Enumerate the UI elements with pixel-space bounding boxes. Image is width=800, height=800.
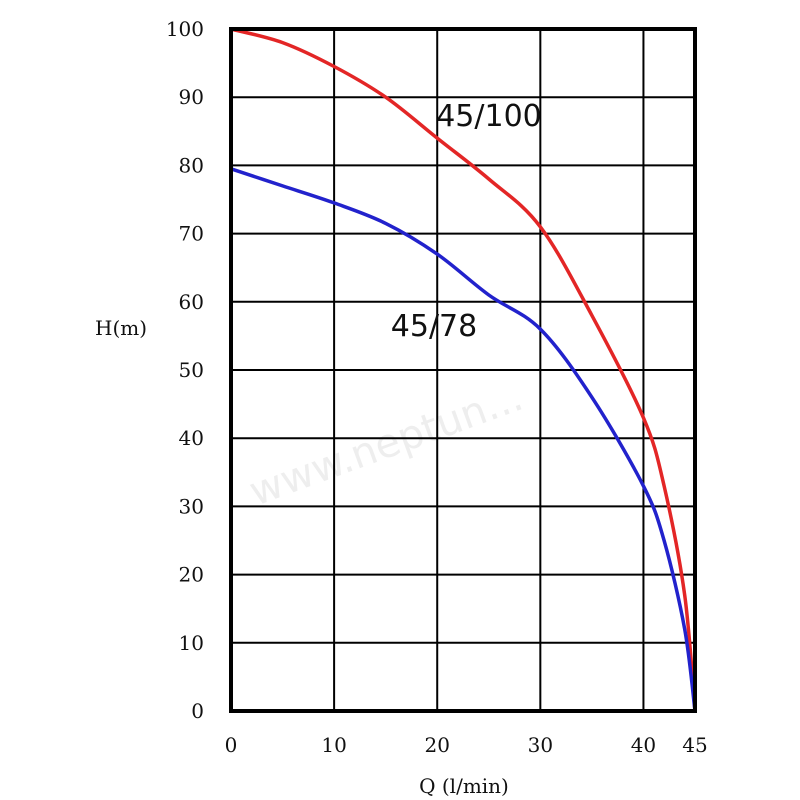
y-tick-label: 40 — [179, 426, 204, 450]
x-tick-label: 30 — [528, 733, 553, 757]
y-tick-label: 70 — [179, 222, 204, 246]
series-label-0: 45/100 — [436, 99, 542, 134]
x-tick-label: 10 — [321, 733, 346, 757]
y-tick-label: 60 — [179, 290, 204, 314]
y-tick-label: 50 — [179, 358, 204, 382]
y-tick-label: 90 — [179, 85, 204, 109]
x-tick-label: 40 — [631, 733, 656, 757]
series-line-0 — [229, 27, 697, 713]
y-tick-label: 20 — [179, 563, 204, 587]
y-axis-label: H(m) — [95, 316, 147, 340]
y-tick-label: 0 — [191, 699, 204, 723]
y-tick-label: 80 — [179, 153, 204, 177]
x-tick-label: 0 — [225, 733, 238, 757]
y-tick-label: 10 — [179, 631, 204, 655]
series-labels: 45/100 45/78 — [391, 99, 542, 344]
x-tick-label: 45 — [682, 733, 707, 757]
series-layer — [229, 27, 697, 713]
x-tick-label: 20 — [424, 733, 449, 757]
y-tick-labels: 0 10 20 30 40 50 60 70 80 90 100 — [166, 17, 204, 723]
series-label-1: 45/78 — [391, 309, 477, 344]
grid-lines — [231, 29, 695, 711]
y-tick-label: 100 — [166, 17, 204, 41]
x-axis-label: Q (l/min) — [419, 774, 509, 798]
x-tick-labels: 0 10 20 30 40 45 — [225, 733, 708, 757]
y-tick-label: 30 — [179, 494, 204, 518]
series-line-1 — [229, 167, 697, 713]
plot-frame — [229, 27, 697, 713]
